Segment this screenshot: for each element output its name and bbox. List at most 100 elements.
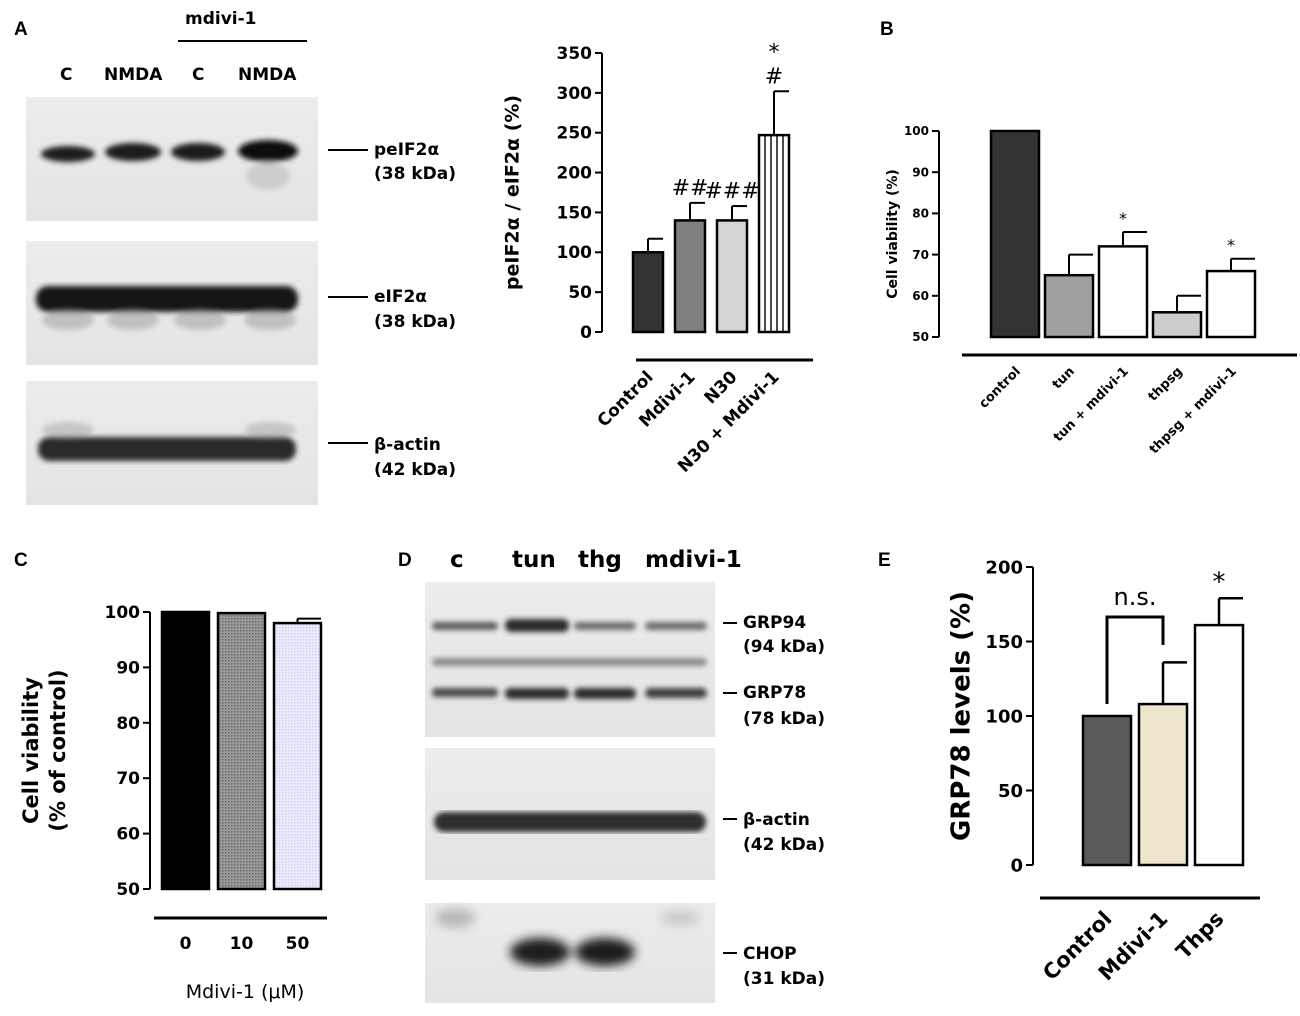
y-tick-label: 150 bbox=[557, 203, 593, 223]
y-tick-label: 200 bbox=[557, 164, 593, 184]
panel-a-blots: A mdivi-1 C NMDA C NMDA peIF2α (38 kDa) … bbox=[14, 9, 456, 505]
bar bbox=[715, 219, 749, 334]
y-tick-label: 350 bbox=[557, 44, 593, 64]
panel-b-letter: B bbox=[880, 19, 894, 40]
y-tick-label: 50 bbox=[998, 781, 1023, 802]
panel-c-letter: C bbox=[14, 550, 28, 571]
bar bbox=[160, 610, 211, 891]
blot-size: (78 kDa) bbox=[743, 709, 825, 729]
bracket-label: n.s. bbox=[1114, 583, 1157, 611]
blot-size: (38 kDa) bbox=[374, 312, 456, 332]
blot-bands bbox=[41, 140, 298, 190]
bar bbox=[1151, 311, 1203, 339]
bar bbox=[1193, 623, 1245, 867]
x-axis-label: Mdivi-1 (μM) bbox=[186, 981, 305, 1003]
y-tick-label: 150 bbox=[985, 632, 1023, 653]
y-axis-label: GRP78 levels (%) bbox=[947, 591, 977, 841]
y-tick-label: 60 bbox=[912, 289, 929, 303]
blot-size: (42 kDa) bbox=[374, 460, 456, 480]
bar bbox=[216, 611, 267, 891]
bar bbox=[1043, 273, 1095, 339]
significance-mark: * bbox=[1227, 236, 1235, 255]
category-label: tun bbox=[1050, 364, 1078, 392]
significance-mark: * bbox=[1119, 209, 1127, 228]
lane-label: mdivi-1 bbox=[645, 547, 742, 573]
blot-size: (94 kDa) bbox=[743, 637, 825, 657]
y-tick-label: 80 bbox=[912, 207, 929, 221]
blot-bands bbox=[38, 422, 296, 461]
lane-label: NMDA bbox=[104, 65, 163, 85]
blot-size: (38 kDa) bbox=[374, 164, 456, 184]
panel-e-letter: E bbox=[878, 550, 891, 571]
y-tick-label: 90 bbox=[912, 165, 929, 179]
y-tick-label: 200 bbox=[985, 557, 1023, 578]
blot-bands bbox=[432, 619, 707, 699]
bar bbox=[631, 251, 665, 334]
blot-bands bbox=[434, 812, 706, 832]
y-tick-label: 100 bbox=[557, 243, 593, 263]
blot-name: GRP78 bbox=[743, 683, 806, 703]
bar bbox=[757, 133, 791, 334]
blot-name: β-actin bbox=[743, 810, 810, 830]
blot-size: (31 kDa) bbox=[743, 969, 825, 989]
y-tick-label: 0 bbox=[1010, 855, 1023, 876]
y-tick-label: 70 bbox=[912, 248, 929, 262]
lane-label: thg bbox=[578, 547, 622, 573]
y-tick-label: 250 bbox=[557, 124, 593, 144]
panel-d-letter: D bbox=[398, 550, 412, 571]
y-tick-label: 60 bbox=[116, 825, 140, 845]
blot-name: peIF2α bbox=[374, 140, 439, 160]
significance-bracket bbox=[1105, 615, 1165, 704]
significance-mark: ### bbox=[704, 179, 759, 204]
panel-b-chart: 50 60 70 80 90 100 Cell viability (%) control tu… bbox=[885, 124, 1297, 457]
lane-label: c bbox=[450, 547, 464, 573]
panel-d-blots: D c tun thg mdivi-1 GRP94 (94 kDa) GRP78… bbox=[398, 547, 825, 1003]
category-label: control bbox=[977, 364, 1024, 411]
blot-name: GRP94 bbox=[743, 613, 806, 633]
blot-size: (42 kDa) bbox=[743, 835, 825, 855]
bar bbox=[1137, 702, 1189, 867]
y-tick-label: 90 bbox=[116, 658, 140, 678]
category-label: thpsg bbox=[1146, 364, 1186, 404]
y-tick-label: 70 bbox=[116, 769, 140, 789]
panel-a-letter: A bbox=[14, 19, 28, 40]
y-tick-label: 100 bbox=[985, 706, 1023, 727]
lane-label: C bbox=[60, 65, 72, 85]
category-label: 10 bbox=[230, 934, 254, 954]
bar bbox=[673, 219, 707, 334]
bar bbox=[1097, 245, 1149, 339]
bar bbox=[989, 129, 1041, 339]
significance-mark: * bbox=[1213, 567, 1226, 597]
y-tick-label: 50 bbox=[116, 880, 140, 900]
blot-name: CHOP bbox=[743, 944, 797, 964]
category-label: Thps bbox=[1171, 907, 1228, 964]
y-tick-label: 50 bbox=[912, 330, 929, 344]
significance-mark: # bbox=[765, 64, 783, 89]
category-label: 50 bbox=[286, 934, 310, 954]
y-axis-label: peIF2α / eIF2α (%) bbox=[502, 95, 524, 290]
significance-mark: ## bbox=[672, 176, 709, 201]
bar bbox=[1081, 714, 1133, 867]
blot-name: β-actin bbox=[374, 435, 441, 455]
category-label: 0 bbox=[180, 934, 192, 954]
significance-mark: * bbox=[769, 40, 780, 65]
mdivi-treatment-label: mdivi-1 bbox=[185, 9, 257, 29]
lane-label: tun bbox=[512, 547, 556, 573]
bar bbox=[272, 621, 323, 891]
y-tick-label: 50 bbox=[568, 283, 592, 303]
bar bbox=[1205, 269, 1257, 339]
lane-label: NMDA bbox=[238, 65, 297, 85]
y-tick-label: 80 bbox=[116, 714, 140, 734]
y-axis-label: Cell viability bbox=[19, 677, 43, 824]
lane-label: C bbox=[192, 65, 204, 85]
y-tick-label: 100 bbox=[105, 603, 141, 623]
y-tick-label: 300 bbox=[557, 84, 593, 104]
y-tick-label: 0 bbox=[580, 323, 592, 343]
blot-bands bbox=[36, 286, 298, 330]
blot-bands bbox=[435, 908, 700, 966]
y-axis-label: (% of control) bbox=[46, 669, 70, 831]
